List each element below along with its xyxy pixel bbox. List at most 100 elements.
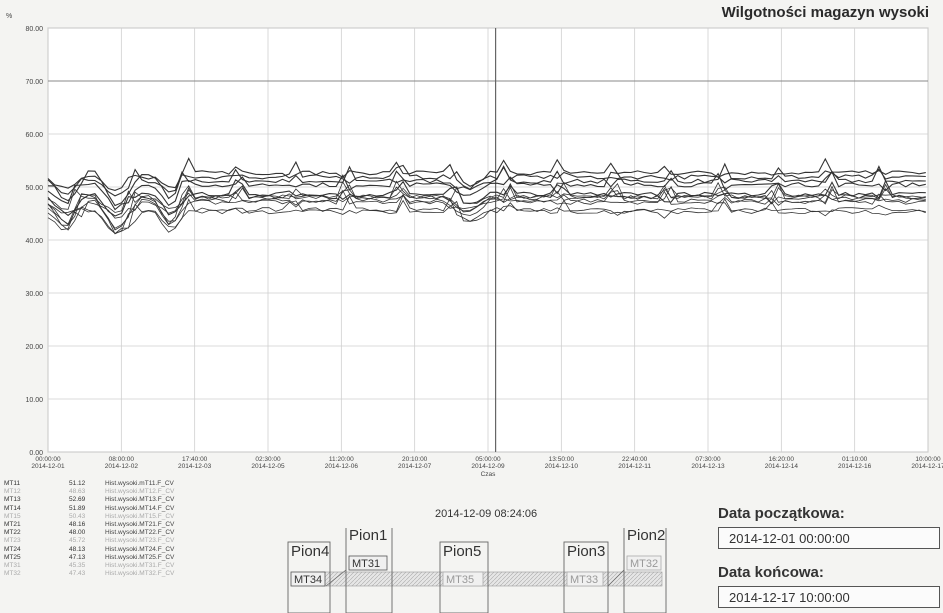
series-line-mt12 [47, 179, 926, 217]
legend-row: MT14 51.89 Hist.wysoki.MT14.F_CV [4, 505, 274, 513]
sensor-label: MT31 [352, 558, 380, 570]
x-tick-time: 00:00:00 [35, 456, 61, 463]
pion-2: Pion1 MT31 [345, 528, 393, 613]
warehouse-layout-diagram: Pion4MT34Pion1MT31Pion5MT35Pion3MT33Pion… [287, 528, 667, 613]
legend-series-name: MT14 [4, 504, 21, 512]
sensor-label: MT35 [446, 574, 474, 586]
x-tick-date: 2014-12-03 [178, 463, 212, 470]
end-date-field[interactable]: 2014-12-17 10:00:00 [718, 586, 940, 608]
legend-row: MT24 48.13 Hist.wysoki.MT24.F_CV [4, 546, 274, 554]
legend-series-value: 50.43 [69, 512, 86, 520]
legend-series-name: MT32 [4, 570, 21, 578]
x-tick-date: 2014-12-06 [325, 463, 359, 470]
humidity-chart: 0.00 10.00 20.00 30.00 40.00 50.00 60.00 70.00 8… [6, 13, 943, 478]
legend-series-value: 52.69 [69, 496, 86, 504]
x-tick-date: 2014-12-11 [618, 463, 651, 470]
legend-series-tag: Hist.wysoki.mT11.F_CV [105, 480, 174, 487]
x-tick-date: 2014-12-07 [398, 463, 432, 470]
legend-series-tag: Hist.wysoki.MT14.F_CV [105, 504, 175, 512]
legend-series-value: 45.72 [69, 537, 86, 545]
legend-row: MT15 50.43 Hist.wysoki.MT15.F_CV [4, 513, 274, 521]
legend-series-tag: Hist.wysoki.MT32.F_CV [105, 570, 175, 578]
x-tick-date: 2014-12-09 [471, 463, 505, 470]
legend-series-tag: Hist.wysoki.MT22.F_CV [105, 529, 175, 537]
x-tick-date: 2014-12-16 [838, 463, 872, 470]
legend-series-value: 47.13 [69, 553, 86, 561]
legend-row: MT32 47.43 Hist.wysoki.MT32.F_CV [4, 570, 274, 578]
series-legend: MT11 51.12 Hist.wysoki.mT11.F_CV MT12 48.63 H… [4, 480, 274, 578]
legend-row: MT23 45.72 Hist.wysoki.MT23.F_CV [4, 537, 274, 545]
connector [607, 569, 625, 587]
pion-frame [623, 528, 667, 613]
start-date-field[interactable]: 2014-12-01 00:00:00 [718, 527, 940, 549]
legend-row: MT25 47.13 Hist.wysoki.MT25.F_CV [4, 554, 274, 562]
series-line-mt22 [47, 180, 926, 213]
series-line-mt13 [47, 157, 926, 207]
pion-frame [287, 541, 331, 613]
legend-series-tag: Hist.wysoki.MT31.F_CV [105, 561, 175, 569]
legend-series-value: 45.35 [69, 561, 86, 569]
legend-series-name: MT22 [4, 529, 21, 537]
sensor-box [442, 571, 484, 587]
pion-label: Pion2 [627, 528, 665, 544]
legend-row: MT22 48.00 Hist.wysoki.MT22.F_CV [4, 529, 274, 537]
y-tick-label: 50.00 [25, 185, 43, 192]
series-line-mt32 [47, 184, 926, 235]
end-date-label: Data końcowa: [718, 564, 824, 581]
pion-frame [345, 528, 393, 613]
legend-series-value: 51.12 [69, 480, 86, 487]
pion-4: Pion3 MT33 [563, 541, 609, 613]
series-line-mt11 [47, 162, 926, 197]
x-tick-date: 2014-12-14 [765, 463, 799, 470]
series-line-mt31 [47, 199, 926, 234]
legend-series-name: MT31 [4, 561, 21, 569]
sensor-box [566, 571, 604, 587]
x-tick-time: 20:10:00 [402, 456, 428, 463]
legend-series-name: MT23 [4, 537, 21, 545]
series-line-mt23 [47, 194, 926, 235]
legend-series-name: MT21 [4, 520, 21, 528]
sensor-label: MT32 [630, 558, 658, 570]
y-tick-label: 70.00 [25, 79, 43, 86]
chart-title: Wilgotności magazyn wysoki [721, 4, 929, 21]
x-tick-time: 02:30:00 [255, 456, 281, 463]
x-tick-time: 13:50:00 [549, 456, 575, 463]
legend-series-name: MT12 [4, 488, 21, 496]
y-tick-label: 0.00 [29, 450, 43, 457]
y-tick-label: 40.00 [25, 238, 43, 245]
aisle-band [321, 571, 663, 587]
cursor-timestamp: 2014-12-09 08:24:06 [435, 508, 538, 520]
pion-frame [563, 541, 609, 613]
x-tick-date: 2014-12-01 [31, 463, 65, 470]
legend-series-tag: Hist.wysoki.MT21.F_CV [105, 520, 175, 528]
legend-row: MT12 48.63 Hist.wysoki.MT12.F_CV [4, 488, 274, 496]
pion-frame [439, 541, 489, 613]
legend-series-value: 51.89 [69, 504, 86, 512]
x-tick-time: 17:40:00 [182, 456, 208, 463]
x-tick-date: 2014-12-17 [911, 463, 943, 470]
legend-series-value: 47.43 [69, 570, 86, 578]
x-axis-label: Czas [481, 471, 497, 478]
x-tick-date: 2014-12-13 [691, 463, 725, 470]
legend-row: MT13 52.69 Hist.wysoki.MT13.F_CV [4, 496, 274, 504]
pion-label: Pion3 [567, 543, 605, 560]
x-tick-date: 2014-12-10 [545, 463, 579, 470]
sensor-box [626, 555, 662, 571]
x-tick-date: 2014-12-05 [251, 463, 285, 470]
series-line-mt24 [47, 182, 926, 231]
legend-series-tag: Hist.wysoki.MT25.F_CV [105, 553, 175, 561]
legend-series-value: 48.63 [69, 488, 86, 496]
y-tick-label: 80.00 [25, 26, 43, 33]
legend-series-tag: Hist.wysoki.MT12.F_CV [105, 488, 175, 496]
legend-series-tag: Hist.wysoki.MT15.F_CV [105, 512, 175, 520]
sensor-box [290, 571, 326, 587]
